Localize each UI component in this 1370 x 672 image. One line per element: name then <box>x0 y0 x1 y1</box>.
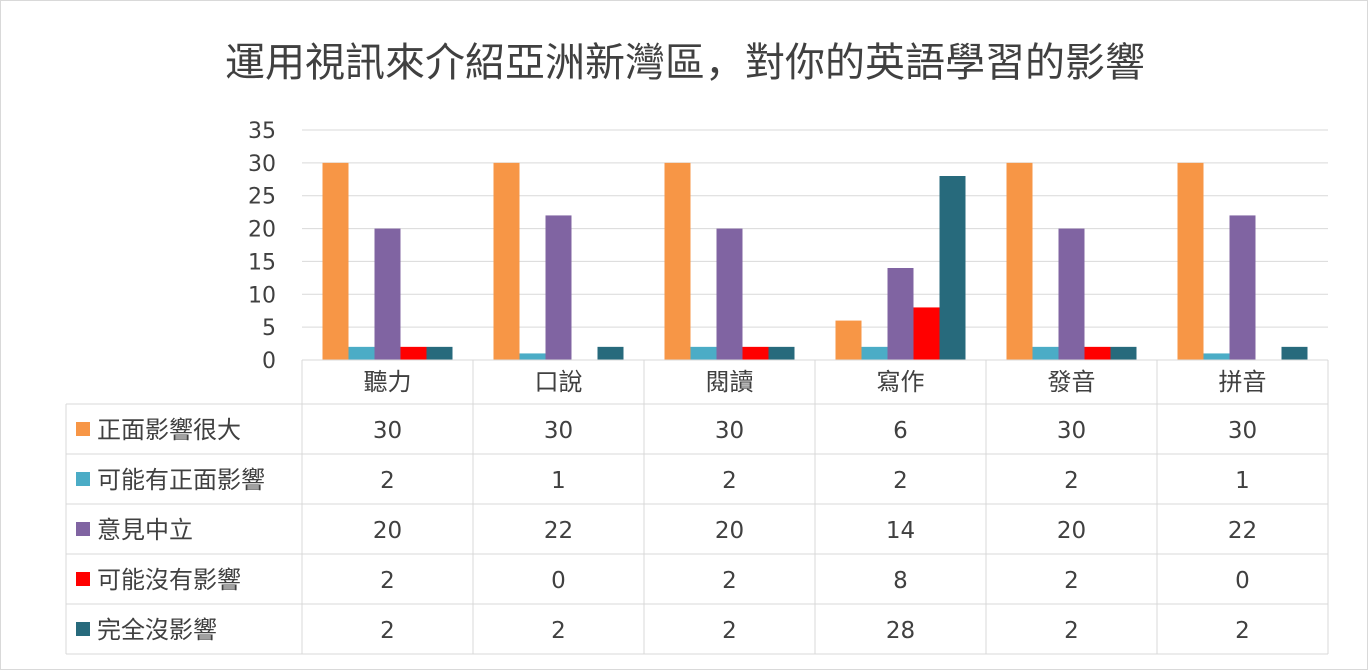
bar <box>1281 346 1308 360</box>
data-label: 8 <box>893 568 908 594</box>
bar <box>913 307 940 360</box>
data-label: 30 <box>544 418 573 444</box>
data-label: 30 <box>715 418 744 444</box>
category-label: 寫作 <box>877 368 925 396</box>
category-label: 拼音 <box>1219 368 1267 396</box>
bar <box>1110 346 1137 360</box>
bar <box>374 228 401 360</box>
data-label: 6 <box>893 418 908 444</box>
bar <box>545 215 572 360</box>
data-label: 22 <box>544 518 573 544</box>
legend-label: 完全沒影響 <box>97 616 217 644</box>
bar <box>1058 228 1085 360</box>
data-label: 2 <box>380 468 395 494</box>
y-tick-label: 25 <box>248 185 276 210</box>
bar <box>768 346 795 360</box>
bar <box>1032 346 1059 360</box>
bar <box>664 162 691 360</box>
data-label: 2 <box>1064 618 1079 644</box>
data-label: 20 <box>1057 518 1086 544</box>
legend-label: 正面影響很大 <box>97 416 241 444</box>
data-label: 2 <box>380 568 395 594</box>
data-label: 1 <box>551 468 566 494</box>
category-label: 閱讀 <box>706 368 754 396</box>
bar <box>1177 162 1204 360</box>
data-label: 30 <box>373 418 402 444</box>
data-label: 20 <box>373 518 402 544</box>
data-label: 2 <box>551 618 566 644</box>
bar <box>835 320 862 360</box>
data-label: 28 <box>886 618 915 644</box>
data-label: 0 <box>551 568 566 594</box>
data-label: 2 <box>380 618 395 644</box>
legend-label: 可能有正面影響 <box>97 466 265 494</box>
data-label: 2 <box>1235 618 1250 644</box>
legend-key <box>76 422 90 436</box>
legend-key <box>76 472 90 486</box>
y-tick-label: 30 <box>248 152 276 177</box>
y-tick-label: 15 <box>248 250 276 275</box>
data-label: 2 <box>722 618 737 644</box>
legend-key <box>76 522 90 536</box>
bar <box>400 346 427 360</box>
bar <box>1229 215 1256 360</box>
data-label: 2 <box>1064 568 1079 594</box>
data-label: 0 <box>1235 568 1250 594</box>
legend-key <box>76 622 90 636</box>
legend-label: 可能沒有影響 <box>97 566 241 594</box>
bar <box>519 353 546 360</box>
y-tick-label: 35 <box>248 119 276 144</box>
legend-key <box>76 572 90 586</box>
data-label: 14 <box>886 518 915 544</box>
data-label: 20 <box>715 518 744 544</box>
bar <box>887 268 914 360</box>
bar <box>861 346 888 360</box>
bar <box>597 346 624 360</box>
data-label: 2 <box>722 468 737 494</box>
data-label: 2 <box>893 468 908 494</box>
legend-label: 意見中立 <box>97 516 193 544</box>
bar <box>716 228 743 360</box>
bar <box>426 346 453 360</box>
bar <box>348 346 375 360</box>
category-label: 發音 <box>1048 368 1096 396</box>
data-label: 30 <box>1228 418 1257 444</box>
data-label: 2 <box>1064 468 1079 494</box>
data-label: 2 <box>722 568 737 594</box>
chart-title: 運用視訊來介紹亞洲新灣區，對你的英語學習的影響 <box>225 40 1145 86</box>
bar <box>1084 346 1111 360</box>
bar <box>690 346 717 360</box>
data-label: 1 <box>1235 468 1250 494</box>
bar <box>1006 162 1033 360</box>
y-tick-label: 5 <box>262 316 276 341</box>
category-label: 口說 <box>535 368 583 396</box>
data-label: 22 <box>1228 518 1257 544</box>
bar <box>493 162 520 360</box>
y-tick-label: 0 <box>262 349 276 374</box>
bar <box>742 346 769 360</box>
category-label: 聽力 <box>364 368 412 396</box>
bar <box>322 162 349 360</box>
y-tick-label: 20 <box>248 218 276 243</box>
y-tick-label: 10 <box>248 283 276 308</box>
data-label: 30 <box>1057 418 1086 444</box>
bar <box>1203 353 1230 360</box>
bar <box>939 176 966 360</box>
